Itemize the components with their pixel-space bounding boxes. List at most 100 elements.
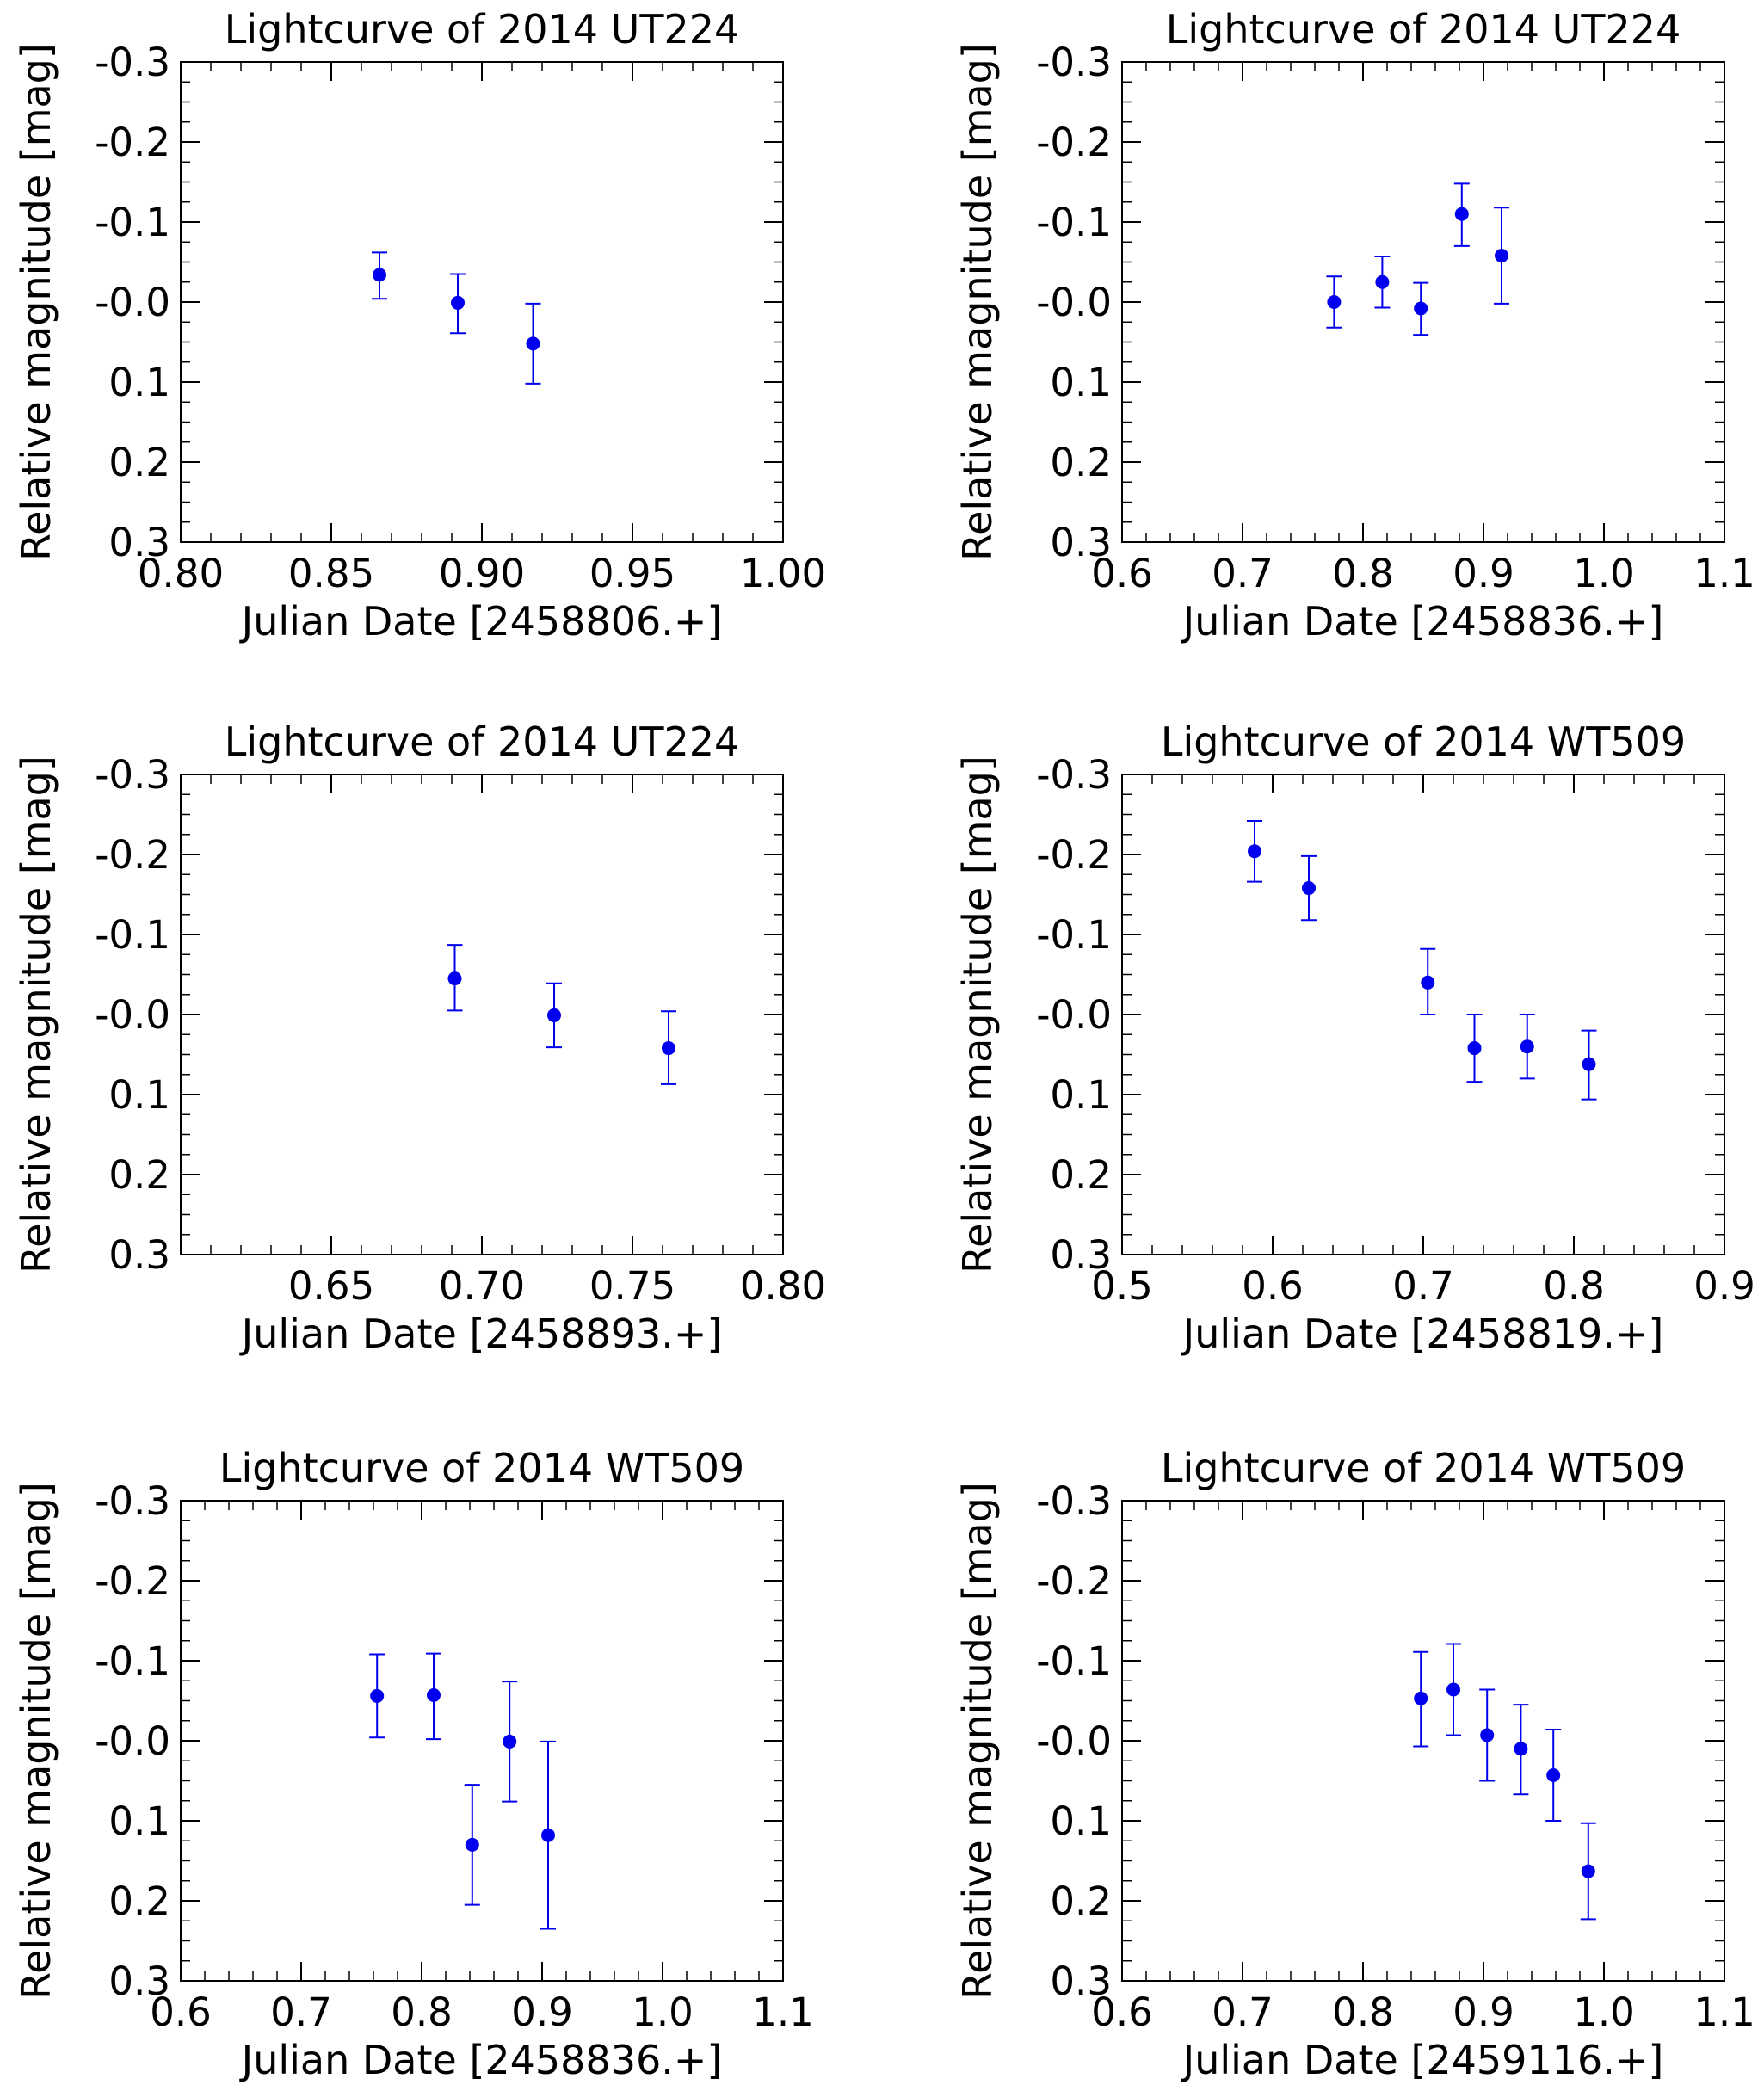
plot-frame: [180, 1500, 784, 1982]
x-tick-label: 0.85: [288, 551, 374, 596]
chart-panel-3: 0.65 0.70 0.75 0.80 -0.3 -0.2 -0.1 -0.0 0.1 0.2 0.…: [13, 719, 826, 1357]
x-axis-label: Julian Date [2458819.+]: [1181, 1311, 1664, 1357]
chart-panel-1: 0.80 0.85 0.90 0.95 1.00 -0.3 -0.2 -0.1 -0.0 0.1 0…: [13, 6, 826, 645]
y-tick-label: 0.3: [108, 520, 170, 565]
data-point: [1446, 1682, 1460, 1697]
y-tick-label: -0.3: [1036, 752, 1112, 798]
plot-frame: [180, 61, 784, 543]
data-point: [1302, 881, 1316, 896]
chart-panel-6: 0.6 0.7 0.8 0.9 1.0 1.1 -0.3 -0.2 -0.1 -0.0 0.1 0.2…: [954, 1445, 1755, 2083]
x-tick-label: 0.6: [150, 1989, 212, 2035]
y-tick-label: -0.3: [95, 40, 170, 85]
data-point: [1514, 1742, 1528, 1756]
y-tick-label: 0.1: [108, 1798, 170, 1844]
x-tick-label: 0.80: [740, 1263, 826, 1309]
x-tick-label: 0.7: [270, 1989, 332, 2035]
chart-panel-5: 0.6 0.7 0.8 0.9 1.0 1.1 -0.3 -0.2 -0.1 -0.0 0.1 0.2…: [13, 1445, 814, 2083]
x-axis-label: Julian Date [2458836.+]: [1181, 598, 1664, 645]
data-point: [1546, 1767, 1561, 1782]
y-tick-label: -0.1: [95, 1638, 170, 1684]
y-tick-label: -0.0: [95, 280, 170, 325]
y-tick-label: -0.1: [95, 200, 170, 245]
chart-title: Lightcurve of 2014 UT224: [225, 719, 740, 765]
y-tick-label: -0.2: [1036, 832, 1112, 878]
data-point: [1582, 1057, 1596, 1071]
data-point: [526, 336, 540, 351]
y-tick-label: 0.2: [1050, 1152, 1112, 1198]
x-tick-label: 0.7: [1392, 1263, 1454, 1309]
y-tick-label: -0.2: [1036, 1558, 1112, 1604]
y-axis-label: Relative magnitude [mag]: [13, 1482, 59, 2000]
y-tick-label: -0.0: [1036, 280, 1112, 325]
y-tick-label: 0.1: [1050, 360, 1112, 405]
y-axis-label: Relative magnitude [mag]: [13, 756, 59, 1274]
y-tick-label: -0.2: [1036, 120, 1112, 165]
x-tick-label: 0.8: [1543, 1263, 1605, 1309]
y-tick-label: 0.3: [1050, 520, 1112, 565]
x-tick-label: 1.1: [1693, 551, 1755, 596]
y-tick-label: 0.3: [1050, 1958, 1112, 2004]
y-tick-label: -0.1: [1036, 200, 1112, 245]
y-tick-label: 0.2: [108, 440, 170, 485]
x-tick-label: 0.80: [138, 551, 224, 596]
data-point: [1467, 1041, 1482, 1056]
data-point: [541, 1828, 555, 1842]
data-point: [1421, 975, 1435, 990]
y-tick-label: 0.1: [108, 360, 170, 405]
y-tick-label: -0.3: [1036, 40, 1112, 85]
data-point: [1581, 1864, 1595, 1878]
y-tick-label: 0.1: [1050, 1072, 1112, 1118]
y-tick-label: -0.0: [1036, 1718, 1112, 1764]
data-point: [451, 295, 465, 310]
data-point: [1520, 1039, 1534, 1054]
x-tick-label: 0.8: [1332, 551, 1394, 596]
y-tick-label: 0.2: [108, 1878, 170, 1924]
x-tick-label: 0.6: [1091, 551, 1153, 596]
data-point: [427, 1687, 441, 1702]
x-tick-label: 1.0: [1573, 551, 1635, 596]
x-tick-label: 0.7: [1212, 1989, 1274, 2035]
data-point: [1248, 844, 1261, 859]
x-tick-label: 0.9: [1693, 1263, 1755, 1309]
data-point: [662, 1041, 675, 1056]
y-tick-label: -0.0: [1036, 992, 1112, 1038]
y-tick-label: 0.2: [1050, 1878, 1112, 1924]
y-tick-label: 0.3: [1050, 1232, 1112, 1278]
y-tick-label: -0.2: [95, 120, 170, 165]
y-tick-label: -0.3: [95, 1478, 170, 1524]
plot-frame: [180, 774, 784, 1255]
data-point: [370, 1688, 385, 1703]
y-tick-label: 0.3: [108, 1232, 170, 1278]
data-point: [1414, 1691, 1428, 1705]
x-tick-label: 0.70: [439, 1263, 525, 1309]
data-point: [1480, 1728, 1495, 1742]
y-tick-label: -0.3: [95, 752, 170, 798]
data-point: [447, 971, 462, 986]
x-tick-label: 0.9: [1453, 1989, 1514, 2035]
x-tick-label: 0.90: [439, 551, 525, 596]
y-tick-label: 0.3: [108, 1958, 170, 2004]
x-tick-label: 0.6: [1242, 1263, 1304, 1309]
x-tick-label: 0.9: [1453, 551, 1514, 596]
x-tick-label: 1.0: [632, 1989, 694, 2035]
x-tick-label: 0.5: [1091, 1263, 1153, 1309]
x-tick-label: 0.65: [288, 1263, 374, 1309]
plot-frame: [1121, 1500, 1725, 1982]
chart-title: Lightcurve of 2014 UT224: [1166, 6, 1681, 52]
x-tick-label: 1.00: [740, 551, 826, 596]
x-tick-label: 0.8: [391, 1989, 453, 2035]
y-axis-label: Relative magnitude [mag]: [13, 43, 59, 561]
chart-title: Lightcurve of 2014 WT509: [1161, 719, 1686, 765]
y-axis-label: Relative magnitude [mag]: [954, 1482, 1001, 2000]
x-tick-label: 0.7: [1212, 551, 1274, 596]
data-point: [1454, 207, 1469, 221]
chart-title: Lightcurve of 2014 WT509: [1161, 1445, 1686, 1491]
y-tick-label: -0.1: [1036, 912, 1112, 958]
x-axis-label: Julian Date [2458806.+]: [239, 598, 723, 645]
chart-title: Lightcurve of 2014 WT509: [219, 1445, 744, 1491]
x-tick-label: 0.8: [1332, 1989, 1394, 2035]
y-tick-label: -0.0: [95, 1718, 170, 1764]
y-tick-label: -0.0: [95, 992, 170, 1038]
y-axis-label: Relative magnitude [mag]: [954, 43, 1001, 561]
